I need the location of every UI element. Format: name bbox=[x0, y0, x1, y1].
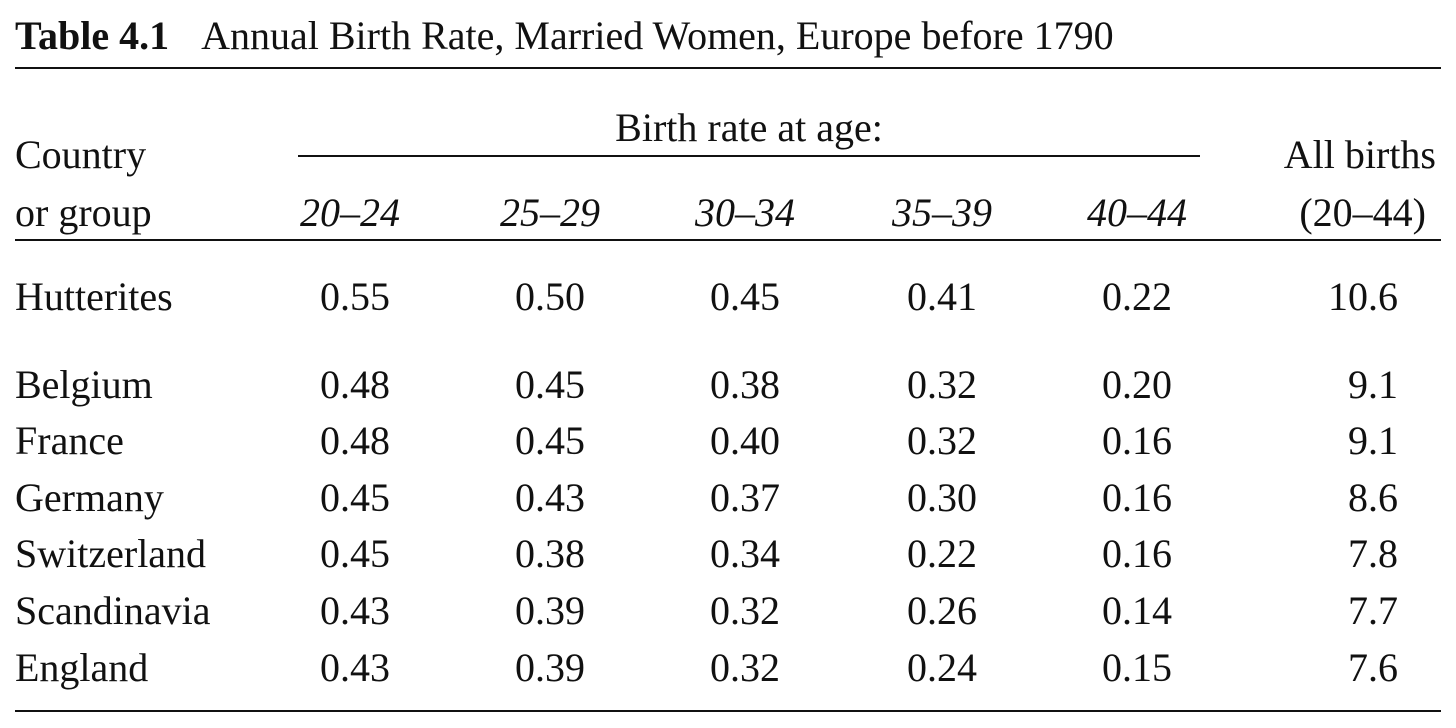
row-value-cell: 0.48 bbox=[320, 418, 390, 463]
row-value-cell: 0.41 bbox=[907, 274, 977, 319]
row-country-name: Scandinavia bbox=[15, 588, 211, 633]
header-age-30-34: 30–34 bbox=[695, 190, 795, 235]
header-age-25-29: 25–29 bbox=[500, 190, 600, 235]
row-value-cell: 0.50 bbox=[515, 274, 585, 319]
row-country-name: Switzerland bbox=[15, 531, 207, 576]
row-total-cell: 7.8 bbox=[1348, 531, 1398, 576]
row-value-cell: 0.45 bbox=[515, 362, 585, 407]
row-country-name: Germany bbox=[15, 475, 164, 520]
row-value-cell: 0.32 bbox=[710, 645, 780, 690]
row-value-cell: 0.14 bbox=[1102, 588, 1172, 633]
row-country-name: Hutterites bbox=[15, 274, 173, 319]
row-value-cell: 0.16 bbox=[1102, 418, 1172, 463]
row-country-name: England bbox=[15, 645, 149, 690]
row-value-cell: 0.32 bbox=[710, 588, 780, 633]
row-value-cell: 0.55 bbox=[320, 274, 390, 319]
row-value-cell: 0.45 bbox=[515, 418, 585, 463]
row-value-cell: 0.39 bbox=[515, 645, 585, 690]
row-value-cell: 0.38 bbox=[515, 531, 585, 576]
header-age-40-44: 40–44 bbox=[1087, 190, 1187, 235]
row-value-cell: 0.34 bbox=[710, 531, 780, 576]
row-value-cell: 0.24 bbox=[907, 645, 977, 690]
row-value-cell: 0.32 bbox=[907, 418, 977, 463]
header-all-births-line2: (20–44) bbox=[1299, 190, 1426, 235]
header-age-20-24: 20–24 bbox=[300, 190, 400, 235]
row-total-cell: 10.6 bbox=[1328, 274, 1398, 319]
top-rule bbox=[15, 67, 1441, 69]
row-value-cell: 0.48 bbox=[320, 362, 390, 407]
row-value-cell: 0.43 bbox=[320, 588, 390, 633]
table-caption: Annual Birth Rate, Married Women, Europe… bbox=[201, 13, 1114, 58]
spanner-rule bbox=[298, 155, 1200, 157]
header-all-births-line1: All births bbox=[1283, 132, 1436, 177]
row-value-cell: 0.16 bbox=[1102, 531, 1172, 576]
header-rule bbox=[15, 239, 1441, 241]
row-value-cell: 0.26 bbox=[907, 588, 977, 633]
row-value-cell: 0.45 bbox=[710, 274, 780, 319]
table-title: Table 4.1 Annual Birth Rate, Married Wome… bbox=[15, 10, 1114, 62]
row-value-cell: 0.30 bbox=[907, 475, 977, 520]
row-value-cell: 0.40 bbox=[710, 418, 780, 463]
row-country-name: Belgium bbox=[15, 362, 153, 407]
row-total-cell: 9.1 bbox=[1348, 418, 1398, 463]
header-birth-rate-span: Birth rate at age: bbox=[615, 105, 883, 150]
row-value-cell: 0.37 bbox=[710, 475, 780, 520]
row-value-cell: 0.43 bbox=[515, 475, 585, 520]
row-value-cell: 0.32 bbox=[907, 362, 977, 407]
row-total-cell: 8.6 bbox=[1348, 475, 1398, 520]
row-value-cell: 0.45 bbox=[320, 475, 390, 520]
row-total-cell: 7.7 bbox=[1348, 588, 1398, 633]
row-value-cell: 0.22 bbox=[1102, 274, 1172, 319]
row-value-cell: 0.43 bbox=[320, 645, 390, 690]
row-total-cell: 7.6 bbox=[1348, 645, 1398, 690]
row-total-cell: 9.1 bbox=[1348, 362, 1398, 407]
row-value-cell: 0.16 bbox=[1102, 475, 1172, 520]
header-country-line1: Country bbox=[15, 132, 147, 177]
bottom-rule bbox=[15, 710, 1441, 712]
row-value-cell: 0.39 bbox=[515, 588, 585, 633]
header-age-35-39: 35–39 bbox=[892, 190, 992, 235]
row-value-cell: 0.45 bbox=[320, 531, 390, 576]
row-value-cell: 0.22 bbox=[907, 531, 977, 576]
table-number: Table 4.1 bbox=[15, 13, 170, 58]
row-value-cell: 0.20 bbox=[1102, 362, 1172, 407]
row-country-name: France bbox=[15, 418, 124, 463]
header-country-line2: or group bbox=[15, 190, 152, 235]
row-value-cell: 0.38 bbox=[710, 362, 780, 407]
row-value-cell: 0.15 bbox=[1102, 645, 1172, 690]
